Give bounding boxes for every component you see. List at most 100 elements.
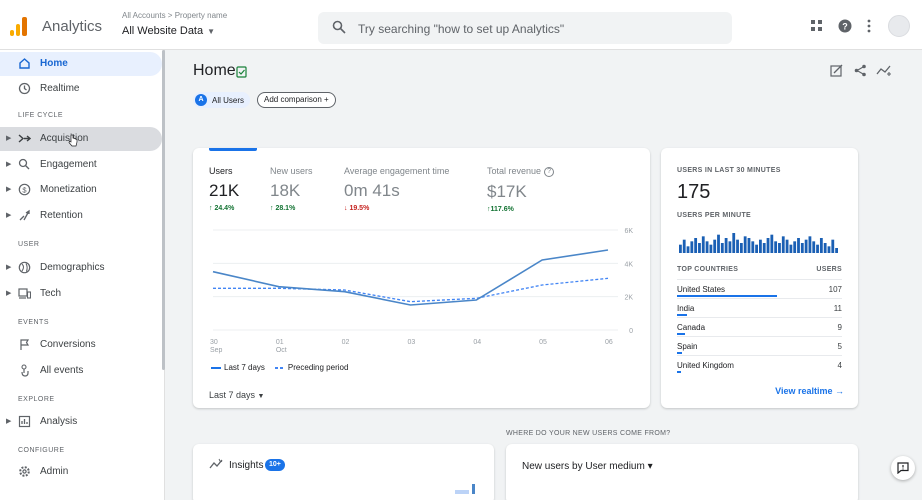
metric-users[interactable]: Users 21K ↑ 24.4% (209, 166, 239, 212)
series-line-current[interactable] (212, 249, 609, 306)
minute-bar[interactable] (698, 243, 701, 253)
legend-item-current[interactable]: Last 7 days (211, 363, 265, 372)
new-users-dimension-selector[interactable]: New users by User medium ▾ (522, 461, 653, 472)
sidebar-item-realtime[interactable]: Realtime (0, 77, 162, 101)
minute-bar[interactable] (747, 238, 751, 253)
minute-bar[interactable] (713, 239, 717, 253)
minute-bar[interactable] (690, 241, 694, 253)
country-row[interactable]: United States 107 (677, 279, 842, 298)
minute-bar[interactable] (781, 236, 785, 253)
minute-bar[interactable] (755, 244, 758, 253)
realtime-title: USERS IN LAST 30 MINUTES (677, 167, 781, 174)
minute-bar[interactable] (720, 243, 724, 253)
insights-label[interactable]: Insights (229, 460, 264, 471)
minute-bar[interactable] (789, 244, 793, 253)
minute-bar[interactable] (682, 239, 686, 253)
metric-avg-engagement[interactable]: Average engagement time 0m 41s ↓ 19.5% (344, 166, 449, 212)
minute-bar[interactable] (808, 236, 812, 253)
comparison-chip-all-users[interactable]: A All Users (193, 92, 251, 108)
minute-bar[interactable] (819, 238, 823, 253)
sidebar-item-tech[interactable]: ▶ Tech (0, 282, 162, 306)
minute-bar[interactable] (797, 238, 800, 253)
sidebar-item-demographics[interactable]: ▶ Demographics (0, 256, 162, 280)
metric-new-users[interactable]: New users 18K ↑ 28.1% (270, 166, 313, 212)
analytics-logo-icon[interactable] (10, 16, 28, 36)
minute-bar[interactable] (701, 236, 705, 253)
sidebar-item-all-events[interactable]: All events (0, 359, 162, 383)
account-path[interactable]: All Accounts > Property name (122, 11, 228, 20)
country-row[interactable]: Spain 5 (677, 336, 842, 355)
legend-item-previous[interactable]: Preceding period (274, 363, 349, 372)
minute-bar[interactable] (728, 241, 732, 253)
caret-down-icon: ▼ (257, 393, 265, 400)
gear-icon (19, 466, 30, 477)
realtime-card: USERS IN LAST 30 MINUTES 175 USERS PER M… (661, 148, 858, 408)
legend-label: Preceding period (287, 363, 349, 372)
insights-mini-bar (472, 484, 475, 494)
apps-grid-icon[interactable] (810, 19, 824, 33)
sidebar-item-analysis[interactable]: ▶ Analysis (0, 410, 162, 434)
minute-bar[interactable] (724, 238, 728, 253)
minute-bar[interactable] (835, 248, 838, 253)
sidebar-item-monetization[interactable]: ▶ $ Monetization (0, 178, 162, 202)
view-realtime-link[interactable]: View realtime → (775, 386, 844, 396)
minute-bar[interactable] (823, 243, 827, 253)
minute-bar[interactable] (732, 233, 736, 253)
series-line-previous[interactable] (213, 277, 609, 303)
minute-bar[interactable] (774, 241, 778, 253)
minute-bar[interactable] (800, 243, 804, 253)
minute-bar[interactable] (827, 246, 831, 253)
sidebar-item-acquisition[interactable]: ▶ Acquisition (0, 127, 162, 151)
sidebar-item-label: Retention (40, 210, 83, 221)
sidebar-item-home[interactable]: Home (0, 52, 162, 76)
minute-bar[interactable] (766, 238, 770, 253)
minute-bar[interactable] (686, 246, 690, 253)
minute-bar[interactable] (831, 239, 835, 253)
minute-bar[interactable] (751, 241, 755, 253)
y-tick-label: 4K (624, 261, 633, 268)
metric-total-revenue[interactable]: Total revenue? $17K ↑117.6% (487, 166, 555, 213)
customize-report-icon[interactable] (830, 64, 843, 77)
country-row[interactable]: United Kingdom 4 (677, 355, 842, 374)
sidebar-item-conversions[interactable]: Conversions (0, 333, 162, 357)
minute-bar[interactable] (778, 243, 781, 253)
minute-bar[interactable] (785, 239, 789, 253)
sidebar-item-label: Monetization (40, 184, 97, 195)
minute-bar[interactable] (705, 241, 709, 253)
minute-bar[interactable] (743, 236, 747, 253)
minute-bar[interactable] (816, 244, 819, 253)
search-bar[interactable]: Try searching "how to set up Analytics" (318, 12, 732, 44)
minute-bar[interactable] (759, 239, 762, 253)
minute-bar[interactable] (709, 244, 713, 253)
add-comparison-button[interactable]: Add comparison + (257, 92, 336, 108)
more-vert-icon[interactable] (862, 19, 876, 33)
sidebar-item-retention[interactable]: ▶ Retention (0, 204, 162, 228)
minute-bar[interactable] (736, 239, 739, 253)
minute-bar[interactable] (793, 241, 797, 253)
minute-bar[interactable] (694, 238, 698, 253)
share-icon[interactable] (854, 64, 867, 77)
edit-page-icon[interactable] (236, 66, 247, 78)
minute-bar[interactable] (812, 241, 816, 253)
minute-bar[interactable] (679, 244, 682, 253)
country-row[interactable]: India 11 (677, 298, 842, 317)
avatar[interactable] (888, 15, 910, 37)
minute-bar[interactable] (717, 234, 720, 253)
minute-bar[interactable] (804, 239, 808, 253)
date-range-selector[interactable]: Last 7 days ▼ (209, 390, 264, 400)
users-per-minute-bars[interactable] (679, 231, 841, 253)
insights-trend-icon[interactable] (876, 64, 892, 77)
property-selector[interactable]: All Website Data ▼ (122, 25, 215, 37)
sidebar-scrollbar[interactable] (162, 50, 165, 370)
section-title-events: EVENTS (18, 319, 50, 326)
feedback-button[interactable] (891, 456, 915, 480)
minute-bar[interactable] (739, 243, 743, 253)
minute-bar[interactable] (762, 243, 766, 253)
sidebar-item-engagement[interactable]: ▶ Engagement (0, 153, 162, 177)
country-row[interactable]: Canada 9 (677, 317, 842, 336)
minute-bar[interactable] (770, 234, 774, 253)
sidebar-item-admin[interactable]: Admin (0, 460, 162, 484)
help-circle-icon[interactable]: ? (544, 166, 555, 177)
help-icon[interactable]: ? (838, 19, 852, 33)
